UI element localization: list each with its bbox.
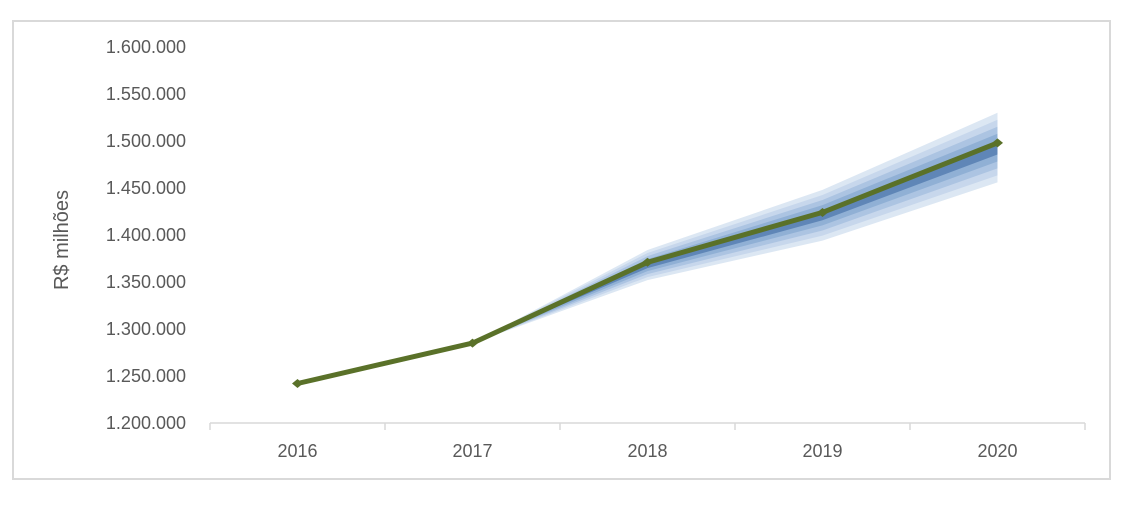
y-axis-tick-label: 1.350.000 (105, 272, 186, 292)
y-axis-tick-label: 1.250.000 (105, 366, 186, 386)
y-axis-tick-label: 1.300.000 (105, 319, 186, 339)
y-axis-tick-label: 1.400.000 (105, 225, 186, 245)
y-axis-tick-label: 1.500.000 (105, 131, 186, 151)
data-point-marker (642, 257, 653, 267)
chart-frame (12, 20, 1111, 480)
x-axis-tick-label: 2017 (452, 441, 493, 461)
data-point-marker (292, 379, 303, 389)
x-axis-tick-label: 2016 (277, 441, 318, 461)
fan-band-4 (472, 140, 998, 344)
y-axis-tick-label: 1.550.000 (105, 84, 186, 104)
y-axis-tick-label: 1.450.000 (105, 178, 186, 198)
x-axis (209, 422, 1086, 430)
x-axis-tick-label: 2020 (977, 441, 1018, 461)
data-point-marker (992, 138, 1003, 148)
x-axis-tick-label: 2018 (627, 441, 668, 461)
y-axis-tick-label: 1.600.000 (105, 37, 186, 57)
data-point-marker (467, 338, 478, 348)
x-axis-tick-label: 2019 (802, 441, 843, 461)
y-axis-tick-label: 1.200.000 (105, 413, 186, 433)
data-point-markers (292, 138, 1003, 389)
data-point-marker (817, 207, 828, 217)
